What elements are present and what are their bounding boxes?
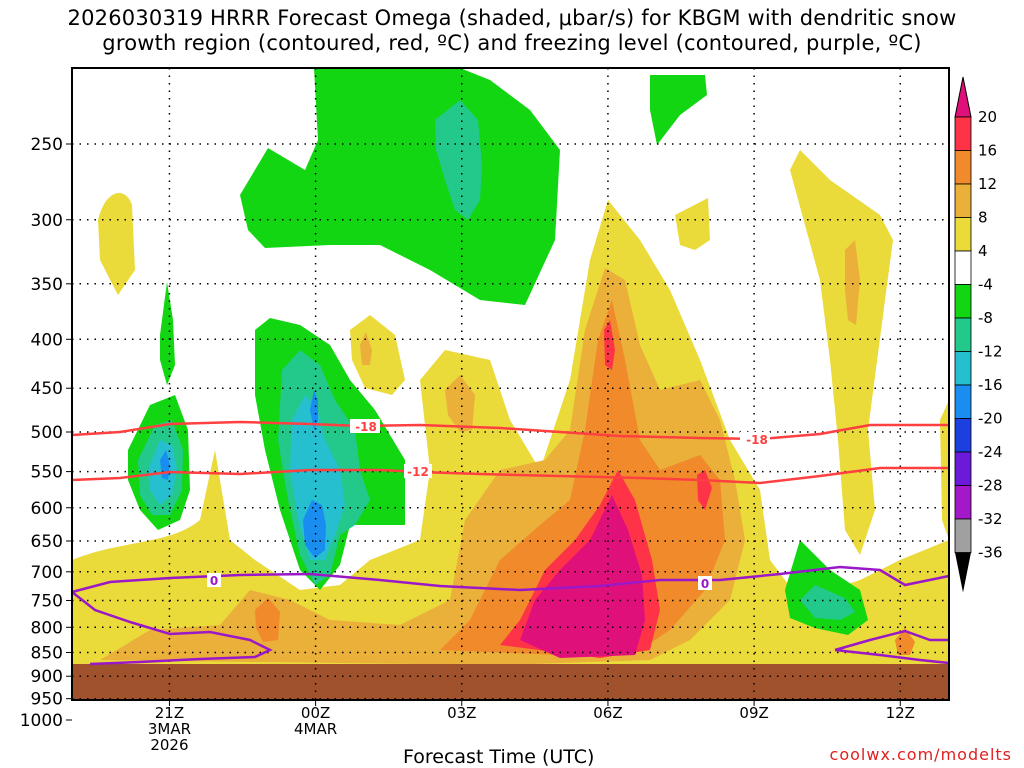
omega-band-8-12: [360, 332, 372, 365]
colorbar-top-arrow: [954, 76, 972, 118]
colorbar-label: 16: [978, 142, 997, 160]
omega-band-gt-20: [520, 495, 645, 658]
freezing-level-contour: [71, 565, 950, 594]
omega-band-12-16: [895, 628, 915, 655]
y-tick-label: 1000: [20, 711, 63, 731]
title-line-1: 2026030319 HRRR Forecast Omega (shaded, …: [67, 6, 957, 30]
isotherm-contours: [71, 420, 950, 666]
colorbar-label: -16: [978, 376, 1003, 394]
omega-band-neg4-neg8: [650, 75, 707, 145]
omega-band-neg4-neg8: [785, 540, 868, 635]
colorbar-label: 20: [978, 108, 997, 126]
x-tick-label: 09Z: [739, 704, 768, 722]
x-tick-label: 2026: [150, 736, 188, 754]
colorbar-segment: [954, 418, 972, 453]
omega-band-neg8-neg12: [800, 585, 855, 620]
colorbar-segment: [954, 518, 972, 553]
omega-band-4-8: [98, 193, 135, 295]
colorbar-segment: [954, 250, 972, 285]
y-tick-label: 400: [31, 330, 63, 350]
y-tick-label: 700: [31, 563, 63, 583]
y-tick-label: 500: [31, 423, 63, 443]
x-tick-label: 4MAR: [294, 720, 337, 738]
omega-band-8-12: [845, 240, 860, 325]
y-tick-label: 650: [31, 532, 63, 552]
omega-band-16-20: [604, 320, 615, 370]
freezing-level-contour: [834, 629, 949, 652]
colorbar-bottom-arrow: [955, 552, 971, 593]
y-tick-label: 450: [31, 379, 63, 399]
omega-band-12-16: [255, 598, 280, 642]
x-tick-label: 12Z: [886, 704, 915, 722]
x-tick-label: 21Z: [155, 704, 184, 722]
omega-band-8-12: [445, 375, 475, 432]
colorbar-segment: [954, 451, 972, 486]
x-tick-label: 3MAR: [148, 720, 191, 738]
y-tick-label: 550: [31, 463, 63, 483]
isotherm-minus12: [71, 466, 949, 485]
x-tick-label: 00Z: [301, 704, 330, 722]
freezing-level-contour: [834, 648, 950, 665]
colorbar-label: -4: [978, 276, 993, 294]
omega-band-4-8: [940, 400, 949, 540]
credit-text: coolwx.com/modelts: [829, 745, 1012, 764]
x-tick-label: 06Z: [593, 704, 622, 722]
y-tick-label: 300: [31, 211, 63, 231]
chart-title: 2026030319 HRRR Forecast Omega (shaded, …: [0, 6, 1024, 56]
colorbar-segment: [954, 284, 972, 319]
colorbar-label: -8: [978, 309, 993, 327]
omega-band-4-8: [675, 198, 710, 250]
x-tick-label: 03Z: [447, 704, 476, 722]
y-tick-label: 950: [31, 690, 63, 710]
colorbar-label: -20: [978, 410, 1003, 428]
isotherm-minus18: [71, 420, 949, 441]
colorbar-label: -24: [978, 443, 1003, 461]
freezing-level-contour: [71, 591, 273, 666]
colorbar-segment: [954, 217, 972, 252]
y-tick-label: 850: [31, 643, 63, 663]
plot-frame: [71, 67, 950, 701]
omega-band-neg4-neg8: [160, 282, 175, 385]
colorbar-label: -36: [978, 544, 1003, 562]
y-tick-label: 900: [31, 667, 63, 687]
isotherm-label: 0: [701, 577, 709, 591]
colorbar-segment: [954, 317, 972, 352]
y-tick-label: 250: [31, 135, 63, 155]
grid-lines: [72, 68, 949, 700]
colorbar-segment: [954, 116, 972, 151]
omega-band-neg4-neg8: [240, 68, 560, 305]
title-line-2: growth region (contoured, red, ºC) and f…: [102, 31, 922, 55]
colorbar-segment: [954, 485, 972, 520]
omega-band-neg16-neg20: [303, 500, 326, 558]
y-tick-label: 800: [31, 618, 63, 638]
colorbar-label: -32: [978, 510, 1003, 528]
isotherm-label: -12: [407, 465, 429, 479]
y-tick-label: 600: [31, 499, 63, 519]
colorbar-label: -12: [978, 343, 1003, 361]
colorbar-segment: [954, 384, 972, 419]
omega-band-4-8: [790, 150, 893, 555]
omega-band-neg16-neg20: [310, 390, 318, 430]
shaded-omega-field: [72, 68, 949, 700]
isotherm-label: 0: [210, 574, 218, 588]
omega-band-4-8: [350, 315, 405, 395]
ground-surface: [72, 664, 949, 700]
y-tick-label: 350: [31, 275, 63, 295]
isotherm-labels: -18 -18 -12 0 0: [207, 419, 770, 591]
colorbar-segment: [954, 183, 972, 218]
colorbar-segment: [954, 351, 972, 386]
colorbar-label: -28: [978, 477, 1003, 495]
y-tick-label: 750: [31, 591, 63, 611]
colorbar-label: 4: [978, 242, 988, 260]
isotherm-label: -18: [746, 433, 768, 447]
colorbar-label: 8: [978, 209, 988, 227]
omega-band-neg8-neg12: [435, 100, 482, 220]
colorbar: 20 16 12 8 4 -4 -8 -12 -16 -20 -24 -28 -32 -36: [954, 76, 1003, 593]
y-axis: 250 300 350 400 450 500 550 600 650 700 750 800 850 9…: [20, 135, 72, 731]
colorbar-label: 12: [978, 175, 997, 193]
isotherm-label: -18: [355, 420, 377, 434]
colorbar-segment: [954, 150, 972, 185]
